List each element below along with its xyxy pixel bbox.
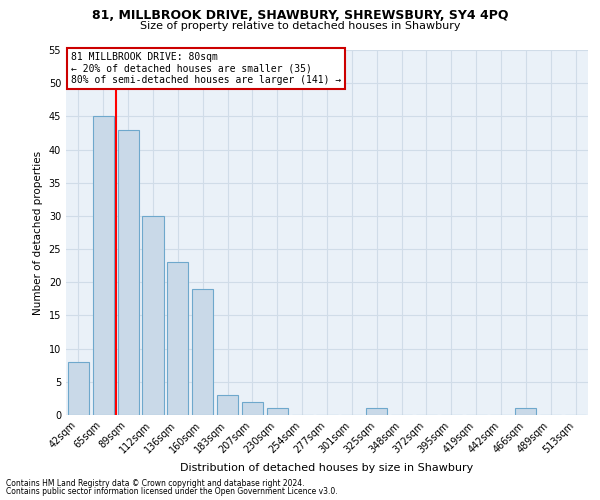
Bar xyxy=(167,262,188,415)
Text: Contains HM Land Registry data © Crown copyright and database right 2024.: Contains HM Land Registry data © Crown c… xyxy=(6,478,305,488)
Text: 81, MILLBROOK DRIVE, SHAWBURY, SHREWSBURY, SY4 4PQ: 81, MILLBROOK DRIVE, SHAWBURY, SHREWSBUR… xyxy=(92,9,508,22)
Bar xyxy=(242,402,263,415)
Bar xyxy=(366,408,387,415)
Text: Size of property relative to detached houses in Shawbury: Size of property relative to detached ho… xyxy=(140,21,460,31)
Y-axis label: Number of detached properties: Number of detached properties xyxy=(33,150,43,314)
Bar xyxy=(118,130,139,415)
Text: 81 MILLBROOK DRIVE: 80sqm
← 20% of detached houses are smaller (35)
80% of semi-: 81 MILLBROOK DRIVE: 80sqm ← 20% of detac… xyxy=(71,52,341,85)
Bar xyxy=(142,216,164,415)
X-axis label: Distribution of detached houses by size in Shawbury: Distribution of detached houses by size … xyxy=(181,463,473,473)
Bar xyxy=(515,408,536,415)
Bar xyxy=(68,362,89,415)
Bar xyxy=(217,395,238,415)
Bar xyxy=(267,408,288,415)
Text: Contains public sector information licensed under the Open Government Licence v3: Contains public sector information licen… xyxy=(6,487,338,496)
Bar xyxy=(93,116,114,415)
Bar xyxy=(192,289,213,415)
